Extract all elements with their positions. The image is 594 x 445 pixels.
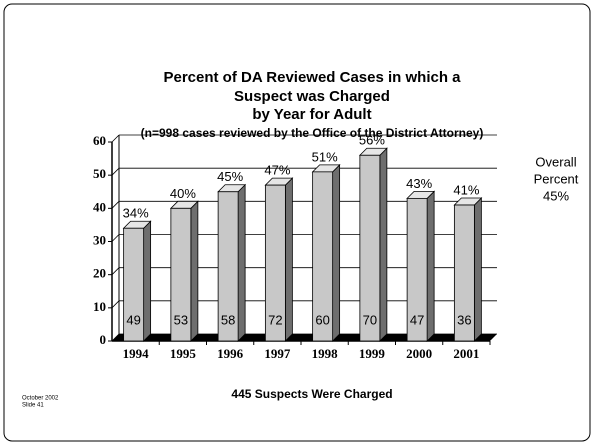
slide-info: October 2002 (22, 396, 59, 402)
bar-side (426, 190, 435, 342)
bar-side (190, 200, 199, 342)
count-label: 70 (363, 312, 377, 327)
bar (264, 184, 286, 342)
x-tick-label: 1999 (359, 346, 386, 361)
x-tick-label: 1997 (264, 346, 291, 361)
side-note: 45% (543, 188, 569, 203)
grid-line (111, 167, 120, 176)
bar (312, 171, 334, 342)
value-label: 56% (359, 133, 385, 148)
x-tick-label: 2001 (453, 346, 479, 361)
bar-side (143, 220, 152, 342)
count-label: 60 (315, 312, 329, 327)
y-tick-label: 10 (93, 299, 106, 314)
y-tick-label: 0 (100, 332, 107, 347)
bar (217, 191, 239, 342)
count-label: 36 (457, 312, 471, 327)
grid-line (111, 134, 120, 143)
chart-subtitle: (n=998 cases reviewed by the Office of t… (141, 126, 484, 140)
side-note: Overall (535, 154, 576, 169)
bar-side (473, 197, 482, 342)
count-label: 49 (126, 312, 140, 327)
count-label: 58 (221, 312, 235, 327)
footer: 445 Suspects Were Charged (231, 387, 392, 401)
grid-line (111, 333, 120, 342)
bar-side (379, 147, 388, 342)
side-note: Percent (534, 171, 579, 186)
slide-info: Slide 41 (22, 403, 44, 409)
value-label: 34% (123, 206, 149, 221)
chart-title: Percent of DA Reviewed Cases in which a (163, 69, 461, 86)
bar-side (284, 177, 293, 342)
bar (453, 204, 475, 342)
x-tick-label: 1996 (217, 346, 244, 361)
x-tick-label: 1998 (312, 346, 339, 361)
floor (112, 334, 497, 341)
x-tick-label: 1994 (123, 346, 150, 361)
chart-title: by Year for Adult (252, 106, 371, 123)
bar (406, 197, 428, 342)
chart-title: Suspect was Charged (234, 88, 390, 105)
value-label: 41% (453, 182, 479, 197)
value-label: 45% (217, 169, 243, 184)
y-tick-label: 20 (93, 266, 106, 281)
count-label: 72 (268, 312, 282, 327)
y-tick-label: 40 (93, 199, 106, 214)
grid-line (111, 234, 120, 242)
bar (123, 227, 145, 342)
count-label: 47 (410, 312, 424, 327)
y-tick-label: 50 (93, 166, 106, 181)
y-tick-label: 60 (93, 133, 106, 148)
bar-side (332, 163, 341, 342)
x-tick-label: 1995 (170, 346, 197, 361)
grid-line (111, 300, 120, 309)
count-label: 53 (174, 312, 188, 327)
grid-line (111, 267, 120, 275)
value-label: 40% (170, 186, 196, 201)
value-label: 43% (406, 176, 432, 191)
value-label: 51% (312, 149, 338, 164)
value-label: 47% (264, 163, 290, 178)
grid-line (111, 201, 120, 209)
x-tick-label: 2000 (406, 346, 432, 361)
bar-side (237, 183, 246, 342)
y-tick-label: 30 (93, 232, 106, 247)
bar (170, 207, 192, 342)
bar (359, 154, 381, 342)
